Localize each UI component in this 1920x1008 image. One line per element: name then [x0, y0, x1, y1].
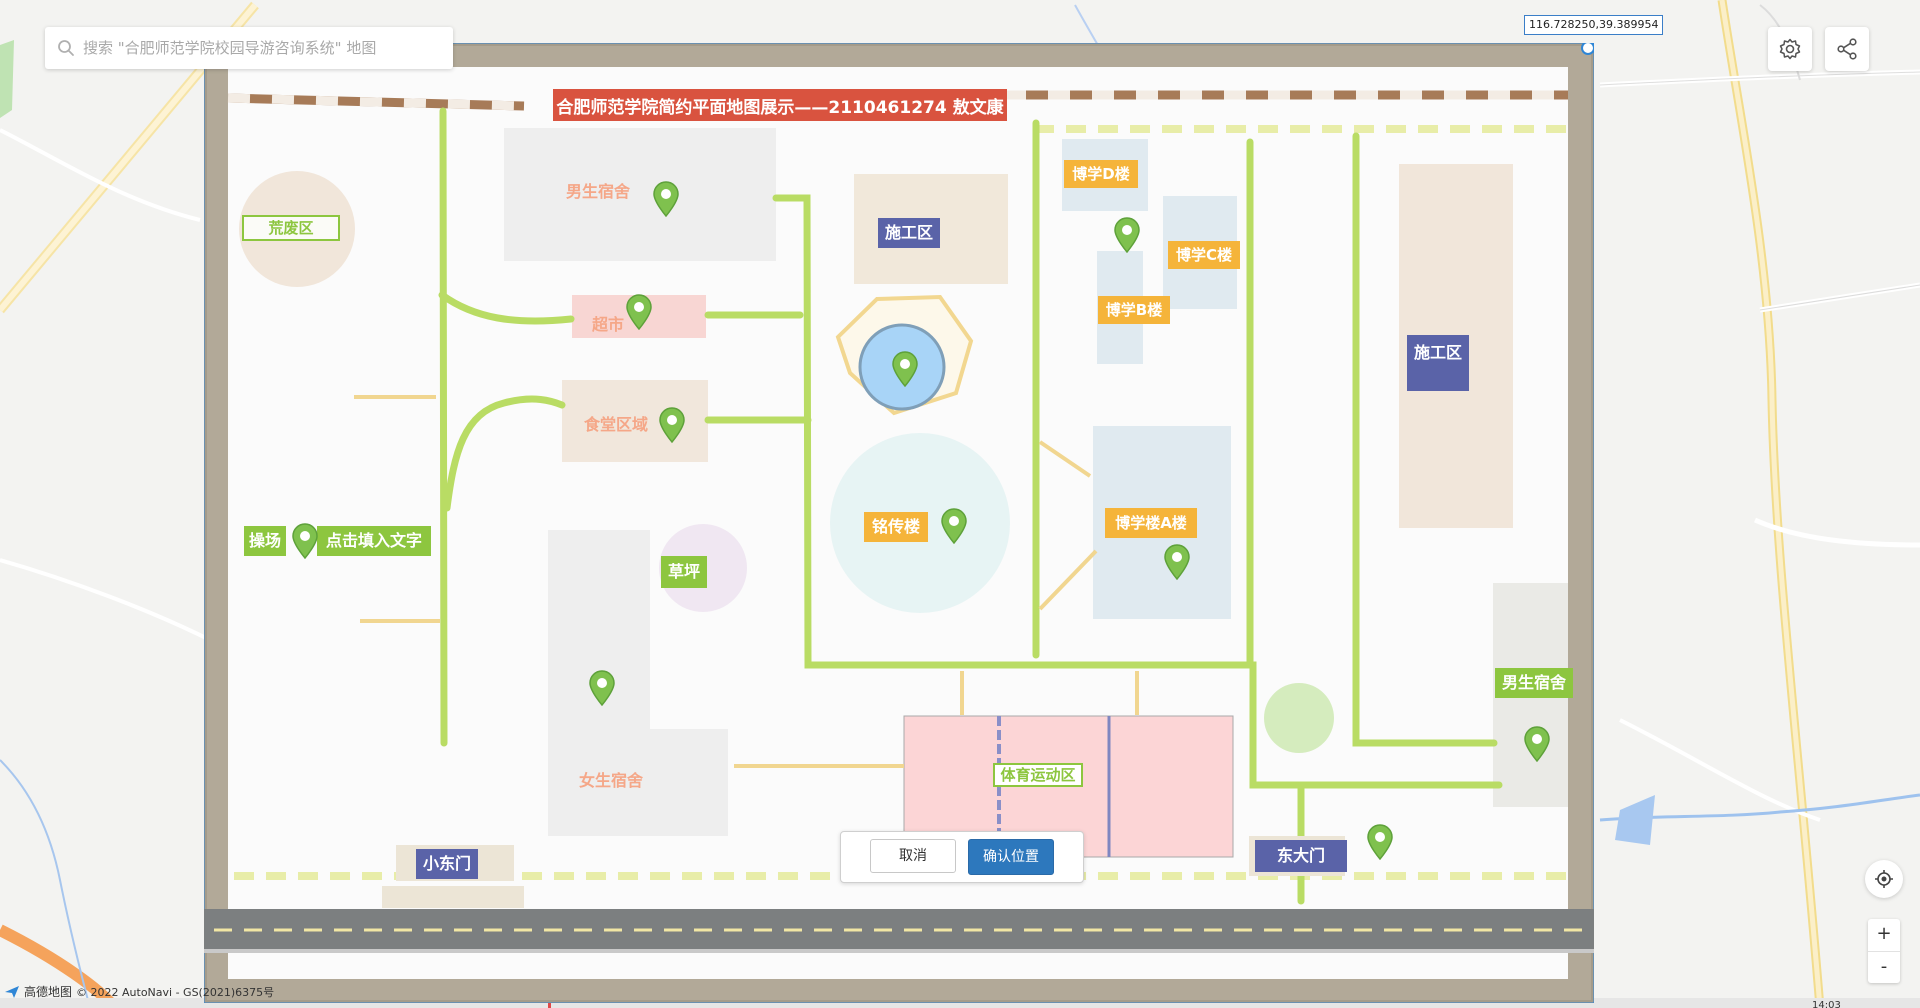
- map-attribution: 高德地图 © 2022 AutoNavi - GS(2021)6375号: [4, 983, 274, 1000]
- label-text: 草坪: [667, 562, 700, 581]
- location-pin-icon[interactable]: [651, 180, 681, 218]
- location-pin-icon[interactable]: [587, 669, 617, 707]
- gear-icon: [1779, 38, 1801, 60]
- label-east-gate: 东大门: [1255, 840, 1347, 872]
- resize-handle[interactable]: [1581, 43, 1594, 55]
- zoom-in-button[interactable]: +: [1868, 919, 1900, 952]
- label-playground: 操场: [244, 526, 286, 556]
- label-wasteland: 荒废区: [242, 215, 340, 241]
- campus-overlay-map[interactable]: [204, 43, 1594, 1003]
- coordinate-readout: 116.728250,39.389954: [1524, 15, 1664, 35]
- label-text: 博学B楼: [1105, 301, 1163, 319]
- label-click-fill[interactable]: 点击填入文字: [317, 526, 431, 556]
- overlay-title-banner: 合肥师范学院简约平面地图展示——2110461274 敖文康: [553, 89, 1007, 121]
- scale-readout: 14:03: [1812, 1000, 1841, 1008]
- label-text: 点击填入文字: [325, 531, 422, 550]
- label-boxue-c: 博学C楼: [1168, 241, 1240, 269]
- copyright-text: © 2022 AutoNavi - GS(2021)6375号: [76, 985, 275, 999]
- search-icon: [58, 40, 74, 56]
- label-male-dorm-right: 男生宿舍: [1495, 668, 1573, 698]
- location-pin-icon[interactable]: [1522, 725, 1552, 763]
- location-pin-icon[interactable]: [1365, 823, 1395, 861]
- label-text: 施工区: [884, 223, 933, 242]
- locate-button[interactable]: [1865, 860, 1903, 898]
- label-text: 小东门: [422, 854, 471, 873]
- locate-icon: [1875, 870, 1893, 888]
- label-construction-right: 施工区: [1407, 335, 1469, 391]
- search-input[interactable]: [75, 26, 453, 70]
- label-text: 东大门: [1276, 846, 1325, 865]
- share-icon: [1837, 38, 1857, 60]
- location-pin-icon[interactable]: [939, 507, 969, 545]
- position-confirm-dialog: 取消 确认位置: [840, 831, 1084, 883]
- label-text: 操场: [248, 531, 281, 550]
- label-text: 体育运动区: [1000, 766, 1076, 784]
- label-text: 施工区: [1413, 343, 1462, 362]
- label-male-dorm-top: 男生宿舍: [566, 182, 631, 201]
- location-pin-icon[interactable]: [1112, 216, 1142, 254]
- label-text: 博学D楼: [1072, 165, 1130, 183]
- label-construction-center: 施工区: [878, 218, 940, 248]
- location-pin-icon[interactable]: [624, 293, 654, 331]
- search-box[interactable]: [45, 26, 453, 70]
- location-pin-icon[interactable]: [890, 350, 920, 388]
- zoom-out-button[interactable]: -: [1880, 956, 1888, 977]
- amap-logo-icon: [5, 985, 19, 998]
- zoom-control: + -: [1868, 919, 1900, 983]
- location-pin-icon[interactable]: [657, 406, 687, 444]
- label-boxue-b: 博学B楼: [1098, 296, 1170, 324]
- location-pin-icon[interactable]: [1162, 543, 1192, 581]
- confirm-position-button[interactable]: 确认位置: [968, 839, 1054, 875]
- label-mingchuan: 铭传楼: [864, 512, 928, 542]
- overlay-title: 合肥师范学院简约平面地图展示——2110461274 敖文康: [556, 97, 1004, 118]
- label-text: 荒废区: [268, 219, 314, 237]
- label-small-east-gate: 小东门: [416, 849, 478, 879]
- label-text: 博学C楼: [1175, 246, 1232, 264]
- label-lawn: 草坪: [661, 556, 707, 588]
- label-sports-area: 体育运动区: [993, 763, 1083, 787]
- cancel-button[interactable]: 取消: [870, 839, 956, 873]
- label-female-dorm: 女生宿舍: [579, 771, 644, 790]
- label-boxue-d: 博学D楼: [1064, 160, 1138, 188]
- settings-button[interactable]: [1768, 27, 1812, 71]
- label-boxue-a: 博学楼A楼: [1105, 508, 1197, 538]
- share-button[interactable]: [1825, 27, 1869, 71]
- label-text: 铭传楼: [871, 517, 920, 536]
- location-pin-icon[interactable]: [290, 522, 320, 560]
- label-canteen: 食堂区域: [584, 415, 649, 434]
- label-supermarket: 超市: [592, 315, 625, 334]
- label-text: 男生宿舍: [1501, 673, 1566, 692]
- amap-logo-text: 高德地图: [24, 985, 73, 999]
- label-text: 博学楼A楼: [1115, 514, 1187, 532]
